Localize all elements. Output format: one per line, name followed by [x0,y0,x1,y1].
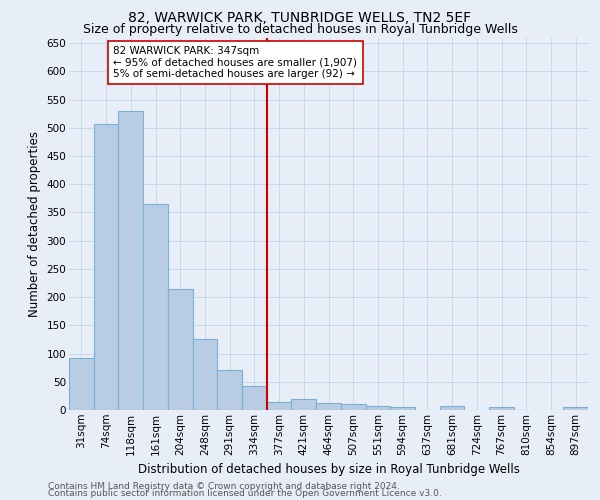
Bar [316,403,341,410]
Text: Contains HM Land Registry data © Crown copyright and database right 2024.: Contains HM Land Registry data © Crown c… [48,482,400,491]
Bar [365,406,390,410]
Bar [242,386,267,410]
Text: 82 WARWICK PARK: 347sqm
← 95% of detached houses are smaller (1,907)
5% of semi-: 82 WARWICK PARK: 347sqm ← 95% of detache… [113,46,358,79]
X-axis label: Distribution of detached houses by size in Royal Tunbridge Wells: Distribution of detached houses by size … [137,463,520,476]
Bar [193,340,217,410]
Y-axis label: Number of detached properties: Number of detached properties [28,130,41,317]
Bar [440,406,464,410]
Bar [94,124,118,410]
Text: Contains public sector information licensed under the Open Government Licence v3: Contains public sector information licen… [48,488,442,498]
Bar [217,370,242,410]
Text: Size of property relative to detached houses in Royal Tunbridge Wells: Size of property relative to detached ho… [83,22,517,36]
Bar [341,404,365,410]
Bar [267,402,292,410]
Bar [489,407,514,410]
Bar [69,358,94,410]
Bar [390,407,415,410]
Bar [563,407,588,410]
Bar [143,204,168,410]
Bar [168,288,193,410]
Text: 82, WARWICK PARK, TUNBRIDGE WELLS, TN2 5EF: 82, WARWICK PARK, TUNBRIDGE WELLS, TN2 5… [128,11,472,25]
Bar [118,111,143,410]
Bar [292,398,316,410]
